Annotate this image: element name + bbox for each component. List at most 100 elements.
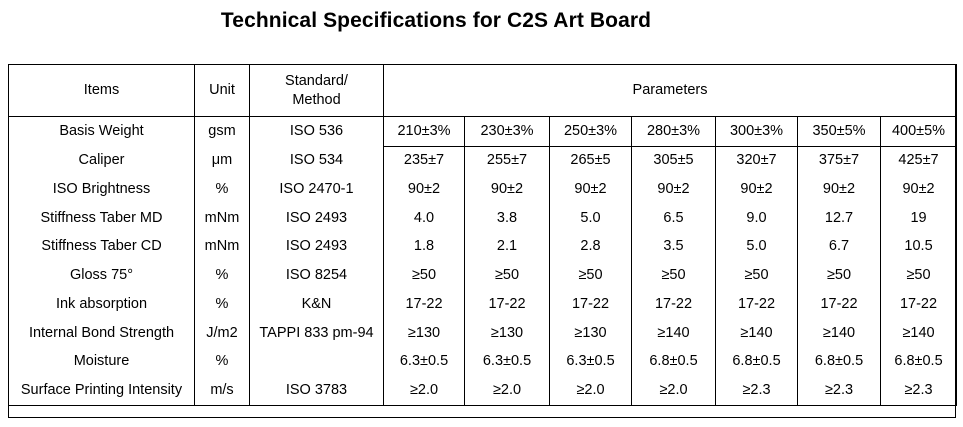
row-standard: K&N <box>249 290 384 319</box>
row-value: 2.8 <box>549 232 632 262</box>
row-unit: mNm <box>194 204 250 233</box>
row-value: 6.8±0.5 <box>631 347 716 377</box>
row-item: Stiffness Taber MD <box>8 204 195 233</box>
header-unit: Unit <box>194 64 250 117</box>
row-value: 10.5 <box>879 232 958 262</box>
row-value: 250±3% <box>549 116 632 147</box>
row-value: 300±3% <box>715 116 798 147</box>
row-item: Stiffness Taber CD <box>8 232 195 262</box>
row-value: ≥2.3 <box>879 376 958 406</box>
row-unit: mNm <box>194 232 250 262</box>
row-standard: ISO 2493 <box>249 204 384 233</box>
row-item: Basis Weight <box>8 116 195 147</box>
row-unit: μm <box>194 146 250 176</box>
row-value: 17-22 <box>383 290 465 319</box>
row-item: Surface Printing Intensity <box>8 376 195 406</box>
row-value: ≥2.0 <box>549 376 632 406</box>
row-item: Internal Bond Strength <box>8 318 195 348</box>
row-standard: ISO 2470-1 <box>249 175 384 205</box>
row-value: 90±2 <box>879 175 958 205</box>
row-value: 90±2 <box>631 175 716 205</box>
table-row: Surface Printing Intensity m/s ISO 3783 ≥2.… <box>8 376 958 406</box>
row-value: 5.0 <box>715 232 798 262</box>
row-value: 17-22 <box>797 290 881 319</box>
row-value: 90±2 <box>549 175 632 205</box>
row-value: ≥50 <box>383 261 465 291</box>
row-value: 3.8 <box>464 204 550 233</box>
row-item: Moisture <box>8 347 195 377</box>
row-standard: ISO 2493 <box>249 232 384 262</box>
row-value: 6.3±0.5 <box>464 347 550 377</box>
row-value: 305±5 <box>631 146 716 176</box>
header-standard-line2: Method <box>292 91 341 108</box>
row-unit: % <box>194 261 250 291</box>
page-title: Technical Specifications for C2S Art Boa… <box>220 9 652 32</box>
row-item: Caliper <box>8 146 195 176</box>
row-value: 17-22 <box>464 290 550 319</box>
row-value: ≥130 <box>464 318 550 348</box>
row-value: 17-22 <box>549 290 632 319</box>
table-row: Moisture% 6.3±0.5 6.3±0.5 6.3±0.5 6.8±0.5 6.8… <box>8 347 958 377</box>
row-value: 255±7 <box>464 146 550 176</box>
row-value: ≥140 <box>631 318 716 348</box>
row-value: 6.3±0.5 <box>549 347 632 377</box>
row-item: ISO Brightness <box>8 175 195 205</box>
row-value: 4.0 <box>383 204 465 233</box>
row-value: 17-22 <box>631 290 716 319</box>
row-value: 280±3% <box>631 116 716 147</box>
row-value: ≥50 <box>631 261 716 291</box>
row-value: 17-22 <box>879 290 958 319</box>
row-value: 17-22 <box>715 290 798 319</box>
header-standard: Standard/ Method <box>249 64 384 117</box>
row-unit: % <box>194 347 250 377</box>
row-value: 350±5% <box>797 116 881 147</box>
row-value: 90±2 <box>383 175 465 205</box>
spec-table: Items Unit Standard/ Method Parameters B… <box>8 64 958 406</box>
row-value: ≥2.3 <box>715 376 798 406</box>
row-unit: J/m2 <box>194 318 250 348</box>
row-standard: TAPPI 833 pm-94 <box>249 318 384 348</box>
row-value: 2.1 <box>464 232 550 262</box>
header-items: Items <box>8 64 195 117</box>
row-standard: ISO 3783 <box>249 376 384 406</box>
table-row: Caliper μm ISO 534 235±7 255±7 265±5 305±5 320±… <box>8 146 958 176</box>
row-value: 5.0 <box>549 204 632 233</box>
row-value: 19 <box>879 204 958 233</box>
row-value: ≥50 <box>549 261 632 291</box>
row-value: ≥50 <box>715 261 798 291</box>
header-row: Items Unit Standard/ Method Parameters <box>8 64 958 117</box>
row-unit: gsm <box>194 116 250 147</box>
row-value: ≥140 <box>797 318 881 348</box>
row-value: ≥130 <box>383 318 465 348</box>
header-parameters: Parameters <box>382 64 958 117</box>
row-value: ≥2.0 <box>631 376 716 406</box>
row-value: 90±2 <box>715 175 798 205</box>
table-row: Ink absorption% K&N 17-22 17-22 17-22 17-22 17… <box>8 290 958 319</box>
row-value: 210±3% <box>383 116 465 147</box>
table-row: Stiffness Taber MD mNm ISO 2493 4.0 3.8 5.0 6.… <box>8 204 958 233</box>
row-value: 90±2 <box>464 175 550 205</box>
row-standard <box>249 347 384 377</box>
row-value: 400±5% <box>879 116 958 147</box>
row-standard: ISO 536 <box>249 116 384 147</box>
row-value: ≥2.0 <box>464 376 550 406</box>
row-value: ≥140 <box>715 318 798 348</box>
row-unit: m/s <box>194 376 250 406</box>
row-value: 6.3±0.5 <box>383 347 465 377</box>
row-value: 6.8±0.5 <box>715 347 798 377</box>
row-value: ≥50 <box>879 261 958 291</box>
row-value: ≥2.3 <box>797 376 881 406</box>
row-value: 6.5 <box>631 204 716 233</box>
row-value: ≥140 <box>879 318 958 348</box>
table-row: Gloss 75°% ISO 8254 ≥50 ≥50 ≥50 ≥50 ≥50 ≥50 ≥50 <box>8 261 958 291</box>
row-value: 6.7 <box>797 232 881 262</box>
row-value: 320±7 <box>715 146 798 176</box>
row-value: ≥50 <box>464 261 550 291</box>
header-standard-line1: Standard/ <box>285 73 348 90</box>
row-value: 230±3% <box>464 116 550 147</box>
table-row: ISO Brightness% ISO 2470-1 90±2 90±2 90±2 90±… <box>8 175 958 205</box>
row-value: ≥130 <box>549 318 632 348</box>
row-item: Gloss 75° <box>8 261 195 291</box>
row-standard: ISO 534 <box>249 146 384 176</box>
row-value: 6.8±0.5 <box>879 347 958 377</box>
